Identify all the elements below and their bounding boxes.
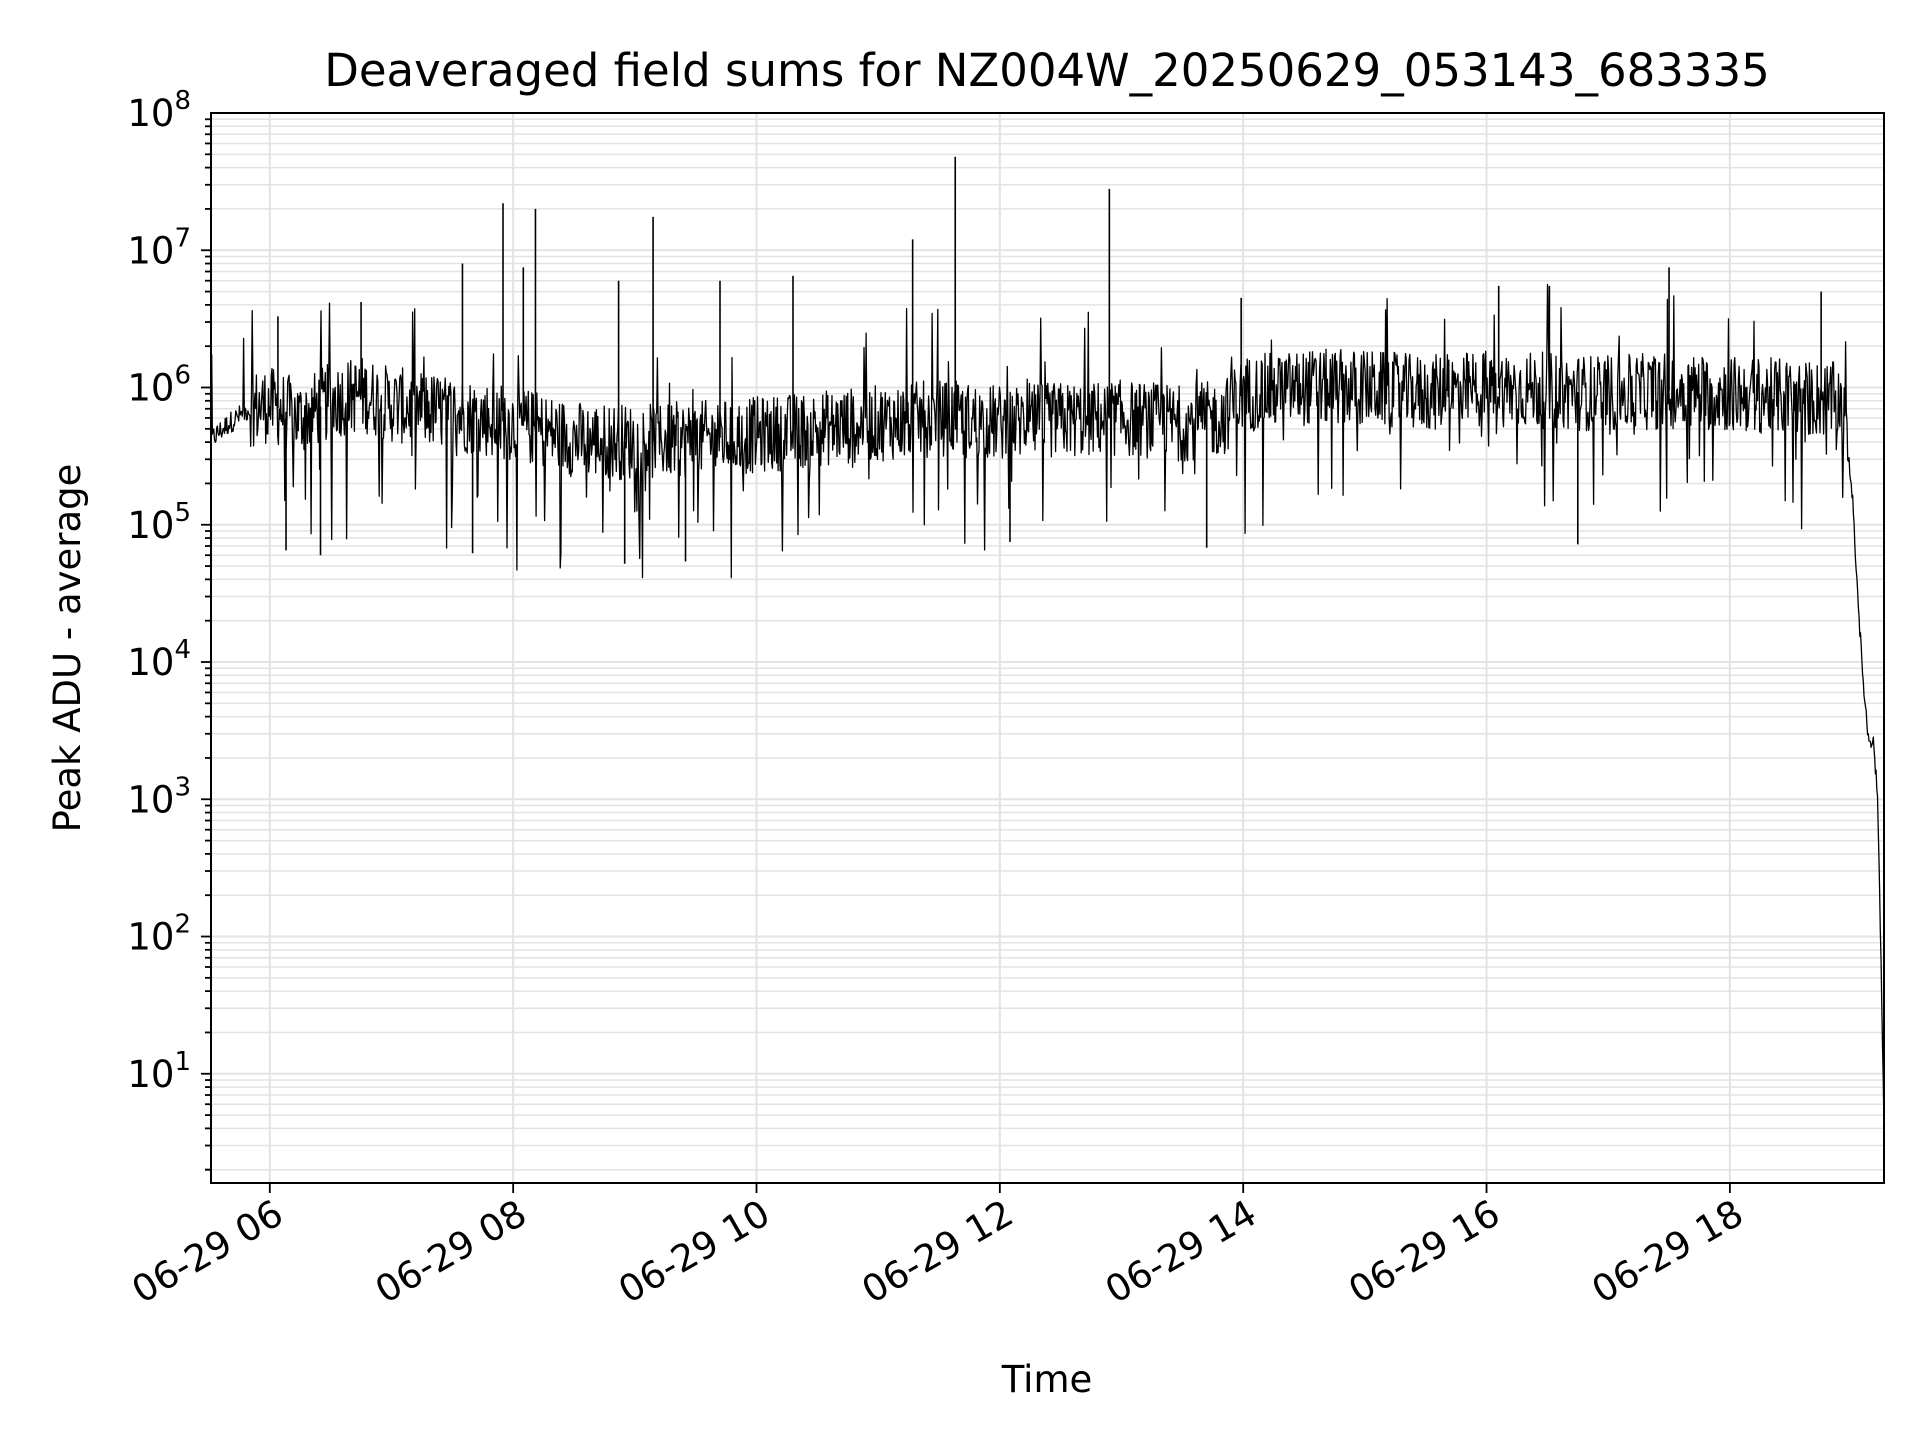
x-axis: 06-29 06 06-29 08 06-29 10 06-29 12 06-29 14…: [125, 1183, 1751, 1312]
x-axis-title: Time: [1001, 1358, 1093, 1401]
x-tick-label: 06-29 12: [855, 1192, 1021, 1312]
grid-layer: [211, 112, 1884, 1183]
y-tick-label: 107: [127, 223, 191, 272]
y-tick-label: 101: [127, 1047, 191, 1096]
x-tick-label: 06-29 16: [1341, 1192, 1507, 1312]
y-tick-label: 105: [127, 498, 191, 547]
series-layer: [210, 156, 1885, 1129]
x-tick-label: 06-29 06: [125, 1192, 291, 1312]
x-tick-label: 06-29 14: [1098, 1192, 1264, 1312]
y-axis: 101 102 103 104 105 106 107 108: [127, 86, 211, 1171]
plot-frame: [210, 112, 1885, 1184]
y-tick-label: 102: [127, 910, 191, 959]
chart-title: Deaveraged field sums for NZ004W_2025062…: [324, 44, 1770, 97]
y-tick-label: 106: [127, 361, 191, 410]
x-tick-label: 06-29 08: [368, 1192, 534, 1312]
y-tick-label: 104: [127, 635, 191, 684]
y-tick-label: 103: [127, 772, 191, 821]
series-line: [210, 283, 1885, 1129]
x-tick-label: 06-29 10: [611, 1192, 777, 1312]
y-tick-label: 108: [127, 86, 191, 135]
x-tick-label: 06-29 18: [1585, 1192, 1751, 1312]
y-axis-title: Peak ADU - average: [46, 464, 89, 833]
